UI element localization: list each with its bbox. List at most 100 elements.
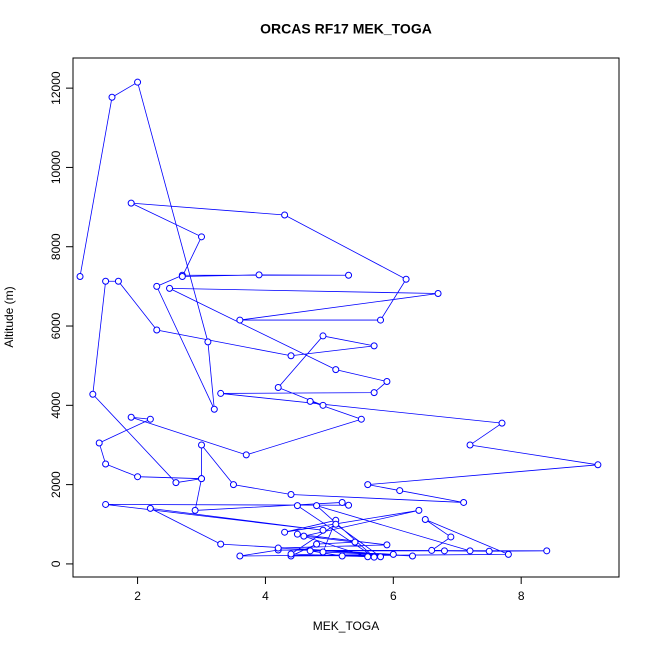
data-point — [198, 475, 206, 483]
data-point — [153, 326, 161, 334]
data-point — [466, 547, 474, 555]
data-point — [127, 413, 135, 421]
data-point — [287, 352, 295, 360]
data-point — [274, 544, 282, 552]
data-point — [383, 541, 391, 549]
data-point — [498, 419, 506, 427]
data-point — [293, 502, 301, 510]
data-point — [313, 540, 321, 548]
data-point — [319, 401, 327, 409]
data-point — [421, 516, 429, 524]
plot-box — [72, 57, 620, 578]
data-point — [300, 532, 308, 540]
data-point — [114, 277, 122, 285]
data-point — [134, 78, 142, 86]
data-point — [134, 473, 142, 481]
y-tick-label: 0 — [49, 560, 63, 567]
data-point — [146, 415, 154, 423]
data-point — [287, 550, 295, 558]
data-point — [313, 502, 321, 510]
data-point — [166, 284, 174, 292]
data-point — [293, 530, 301, 538]
data-point — [306, 547, 314, 555]
series-line — [79, 81, 598, 558]
data-point — [402, 275, 410, 283]
data-point — [383, 378, 391, 386]
data-point — [485, 547, 493, 555]
y-tick-label: 10000 — [49, 150, 63, 184]
data-point — [415, 506, 423, 514]
data-point — [364, 553, 372, 561]
data-point — [127, 199, 135, 207]
data-point — [543, 547, 551, 555]
x-tick-label: 8 — [518, 589, 525, 603]
data-point — [594, 461, 602, 469]
y-axis-label: Altitude (m) — [2, 286, 16, 347]
y-tick-label: 6000 — [49, 312, 63, 339]
data-point — [281, 211, 289, 219]
data-point — [434, 290, 442, 298]
data-point — [236, 552, 244, 560]
data-point — [332, 520, 340, 528]
data-point — [287, 491, 295, 499]
data-point — [255, 271, 263, 279]
data-point — [319, 332, 327, 340]
data-point — [428, 546, 436, 554]
data-point — [338, 498, 346, 506]
data-point — [389, 550, 397, 558]
data-point — [95, 439, 103, 447]
data-point — [76, 272, 84, 280]
data-point — [210, 405, 218, 413]
x-tick-label: 4 — [262, 589, 269, 603]
data-point — [198, 441, 206, 449]
data-point — [466, 441, 474, 449]
data-point — [504, 550, 512, 558]
data-point — [351, 538, 359, 546]
data-point — [447, 533, 455, 541]
data-point — [178, 272, 186, 280]
data-point — [345, 271, 353, 279]
data-point — [345, 501, 353, 509]
data-point — [364, 481, 372, 489]
chart-title: ORCAS RF17 MEK_TOGA — [260, 21, 432, 37]
y-tick-label: 2000 — [49, 471, 63, 498]
data-point — [108, 93, 116, 101]
data-point — [146, 504, 154, 512]
data-point — [460, 498, 468, 506]
data-point — [191, 506, 199, 514]
data-point — [377, 553, 385, 561]
data-point — [370, 389, 378, 397]
data-point — [236, 316, 244, 324]
data-point — [102, 500, 110, 508]
data-point — [357, 415, 365, 423]
data-point — [229, 481, 237, 489]
data-point — [153, 282, 161, 290]
data-point — [370, 342, 378, 350]
data-point — [172, 479, 180, 487]
x-tick-label: 2 — [134, 589, 141, 603]
data-point — [370, 553, 378, 561]
data-point — [338, 552, 346, 560]
data-point — [102, 277, 110, 285]
data-point — [332, 366, 340, 374]
y-tick-label: 12000 — [49, 71, 63, 105]
data-point — [198, 233, 206, 241]
data-point — [204, 338, 212, 346]
data-point — [440, 547, 448, 555]
y-tick-label: 4000 — [49, 392, 63, 419]
data-point — [274, 383, 282, 391]
data-point — [306, 397, 314, 405]
x-axis-label: MEK_TOGA — [313, 619, 379, 633]
data-point — [102, 460, 110, 468]
y-tick-label: 8000 — [49, 233, 63, 260]
data-point — [89, 390, 97, 398]
data-point — [217, 389, 225, 397]
data-point — [396, 487, 404, 495]
data-point — [377, 316, 385, 324]
data-point — [217, 540, 225, 548]
data-point — [319, 526, 327, 534]
x-tick-label: 6 — [390, 589, 397, 603]
data-point — [281, 528, 289, 536]
data-point — [242, 451, 250, 459]
